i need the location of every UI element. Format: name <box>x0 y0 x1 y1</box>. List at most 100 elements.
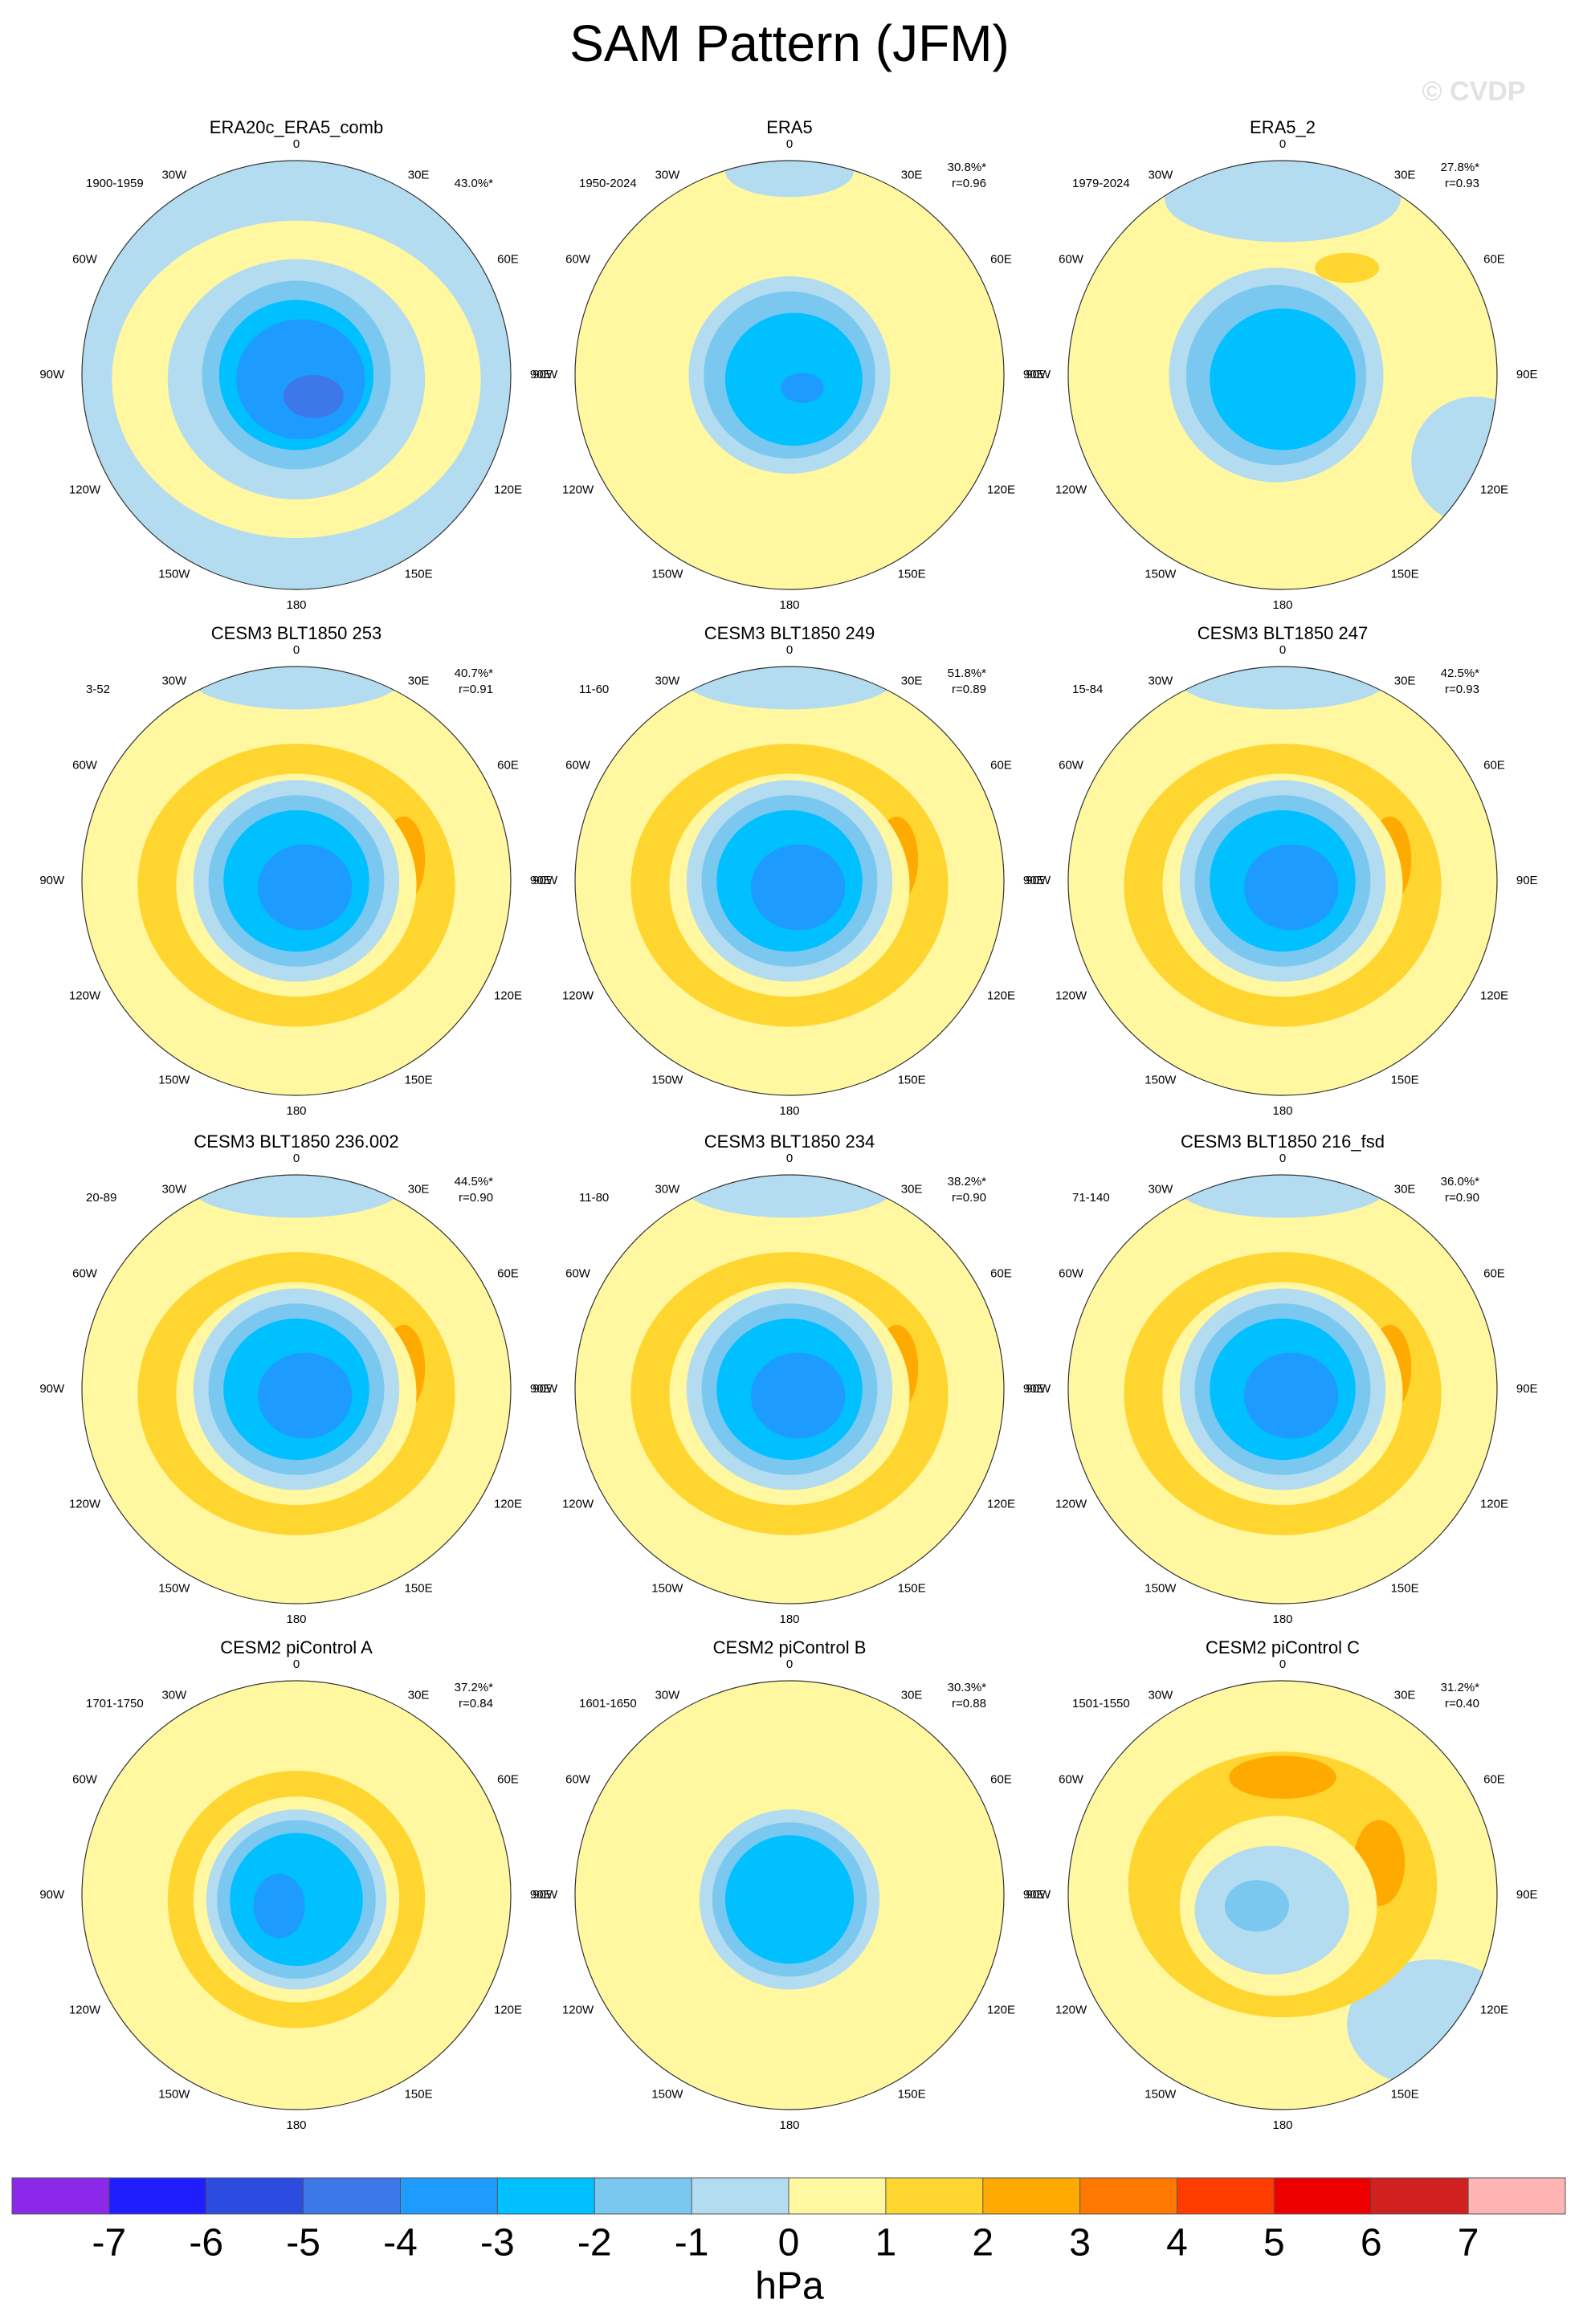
variance: 27.8%* <box>1441 161 1480 174</box>
period: 1900-1959 <box>86 177 144 190</box>
colorbar-box <box>692 2178 789 2214</box>
longitude-label: 30W <box>655 674 680 687</box>
correlation: r=0.89 <box>952 683 986 696</box>
longitude-label: 120W <box>1055 483 1087 496</box>
map-border <box>574 1174 1005 1604</box>
longitude-label: 30E <box>408 674 430 687</box>
panel-title: CESM3 BLT1850 247 <box>1198 623 1368 643</box>
panel-title: CESM3 BLT1850 253 <box>211 623 381 643</box>
map-border <box>81 666 512 1096</box>
map <box>82 1175 511 1604</box>
longitude-label: 180 <box>779 1613 799 1626</box>
longitude-label: 120E <box>1480 483 1508 496</box>
longitude-label: 120E <box>1480 1497 1508 1511</box>
longitude-label: 60W <box>1059 1266 1084 1280</box>
map <box>575 1681 1004 2110</box>
longitude-label: 90E <box>1516 874 1538 887</box>
correlation: r=0.90 <box>1445 1191 1479 1205</box>
longitude-label: 30E <box>1394 168 1416 181</box>
longitude-label: 30W <box>161 674 187 687</box>
period: 3-52 <box>86 683 110 696</box>
longitude-label: 120E <box>987 2003 1015 2016</box>
longitude-label: 30E <box>408 1182 430 1196</box>
longitude-label: 60E <box>1483 1266 1505 1280</box>
longitude-label: 60W <box>565 252 591 266</box>
longitude-label: 120E <box>987 989 1015 1002</box>
longitude-label: 150W <box>651 568 683 581</box>
map <box>82 1681 511 2110</box>
panel-title: CESM3 BLT1850 234 <box>704 1131 875 1152</box>
watermark: © CVDP <box>1422 76 1526 107</box>
longitude-label: 120E <box>494 2003 522 2016</box>
map-border <box>1067 666 1498 1096</box>
longitude-label: 180 <box>1272 1613 1292 1626</box>
map-border <box>81 1174 512 1604</box>
longitude-label: 30W <box>1148 1182 1173 1196</box>
period: 1501-1550 <box>1072 1697 1130 1710</box>
colorbar-box <box>108 2178 206 2214</box>
contour-fill <box>682 1175 897 1218</box>
longitude-label: 150W <box>1144 1582 1177 1596</box>
longitude-label: 60W <box>72 758 98 772</box>
longitude-label: 30W <box>161 1182 187 1196</box>
map <box>575 161 1004 589</box>
colorbar-tick-label: 0 <box>778 2222 800 2265</box>
longitude-label: 150E <box>1391 1074 1419 1087</box>
contour-fill <box>253 1873 305 1939</box>
longitude-label: 90W <box>39 368 65 381</box>
period: 20-89 <box>86 1191 116 1205</box>
longitude-label: 30W <box>1148 674 1173 687</box>
contour-fill <box>189 667 404 710</box>
longitude-label: 0 <box>786 137 793 151</box>
longitude-label: 120E <box>494 1497 522 1511</box>
longitude-label: 120E <box>987 483 1015 496</box>
longitude-label: 90E <box>530 1888 552 1902</box>
variance: 43.0%* <box>455 177 494 190</box>
longitude-label: 90W <box>532 368 558 381</box>
variance: 40.7%* <box>455 667 494 680</box>
longitude-label: 90W <box>39 1382 65 1396</box>
longitude-label: 120W <box>69 989 101 1002</box>
colorbar-tick-label: 4 <box>1166 2222 1188 2265</box>
colorbar-tick-label: -2 <box>577 2222 612 2265</box>
longitude-label: 150W <box>158 1582 190 1596</box>
contour-fill <box>682 667 897 710</box>
longitude-label: 150W <box>1144 2088 1177 2102</box>
contour-fill <box>257 844 353 931</box>
longitude-label: 90E <box>1516 1888 1538 1902</box>
longitude-label: 0 <box>1279 1152 1286 1165</box>
colorbar-tick-label: 1 <box>875 2222 897 2265</box>
longitude-label: 150E <box>405 2088 433 2102</box>
colorbar-box <box>1468 2178 1565 2214</box>
longitude-label: 150W <box>1144 1074 1177 1087</box>
variance: 38.2%* <box>948 1175 987 1189</box>
panel-title: CESM3 BLT1850 216_fsd <box>1181 1131 1385 1152</box>
colorbar-tick-label: -6 <box>189 2222 223 2265</box>
longitude-label: 120W <box>562 1497 594 1511</box>
longitude-label: 30W <box>1148 1688 1173 1702</box>
longitude-label: 180 <box>1272 2118 1292 2132</box>
contour-fill <box>724 1835 855 1964</box>
longitude-label: 150W <box>158 568 190 581</box>
longitude-label: 60W <box>1059 758 1084 772</box>
longitude-label: 120W <box>1055 989 1087 1002</box>
longitude-label: 90E <box>1516 368 1538 381</box>
period: 15-84 <box>1072 683 1103 696</box>
longitude-label: 60W <box>1059 252 1084 266</box>
contour-fill <box>283 375 344 418</box>
longitude-label: 180 <box>779 2118 799 2132</box>
colorbar-tick-label: 3 <box>1069 2222 1091 2265</box>
correlation: r=0.93 <box>1445 683 1479 696</box>
colorbar-box <box>885 2178 983 2214</box>
longitude-label: 150E <box>898 1582 926 1596</box>
longitude-label: 0 <box>1279 137 1286 151</box>
longitude-label: 90E <box>1023 874 1045 887</box>
longitude-label: 30E <box>1394 674 1416 687</box>
map-border <box>574 160 1005 590</box>
figure-title: SAM Pattern (JFM) <box>569 14 1010 72</box>
map-border <box>1067 1680 1498 2110</box>
colorbar-box <box>303 2178 401 2214</box>
colorbar-tick-label: -5 <box>286 2222 320 2265</box>
period: 1601-1650 <box>579 1697 637 1710</box>
